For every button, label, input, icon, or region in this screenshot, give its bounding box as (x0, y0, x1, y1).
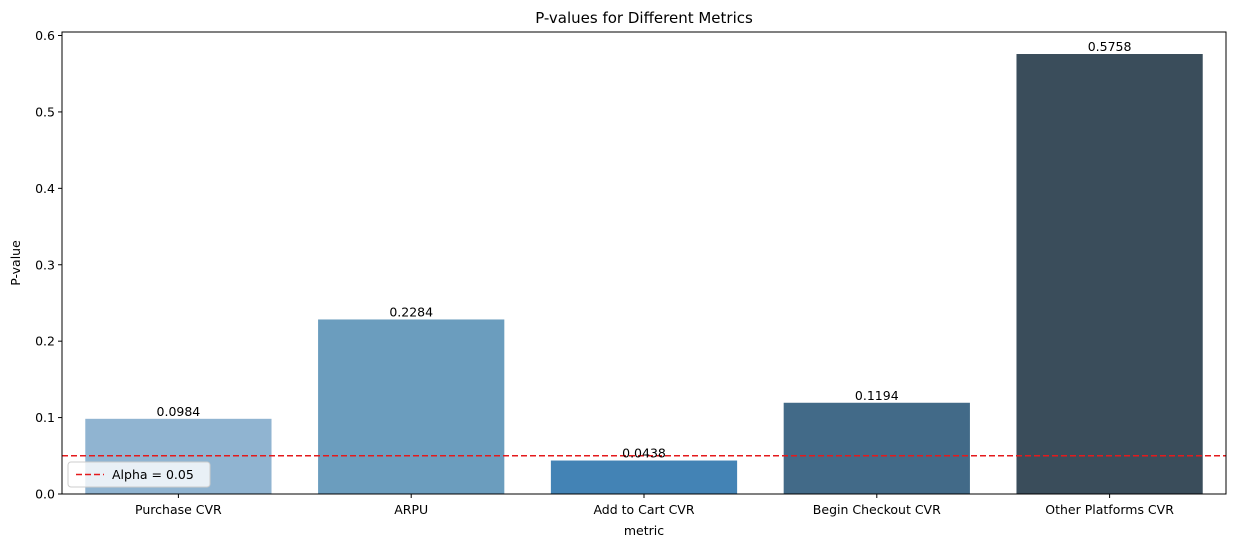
x-tick-label-3: Begin Checkout CVR (813, 502, 941, 517)
chart-title: P-values for Different Metrics (535, 9, 753, 27)
bar-4 (1016, 54, 1203, 495)
x-tick-label-1: ARPU (394, 502, 428, 517)
legend-box (67, 461, 211, 488)
legend: Alpha = 0.05 (67, 461, 211, 488)
bar-value-label-4: 0.5758 (1088, 39, 1132, 54)
bars-layer (85, 54, 1203, 495)
y-ticks: 0.0 0.1 0.2 0.3 0.4 0.5 0.6 (35, 28, 62, 502)
y-tick-label-5: 0.5 (35, 104, 55, 119)
x-ticks: Purchase CVR ARPU Add to Cart CVR Begin Che… (135, 494, 1174, 517)
legend-entry-alpha: Alpha = 0.05 (112, 467, 194, 482)
y-tick-label-2: 0.2 (35, 334, 55, 349)
bar-1 (318, 319, 505, 494)
x-axis-label: metric (624, 523, 664, 538)
bar-3 (783, 402, 970, 494)
bar-data-labels: 0.0984 0.2284 0.0438 0.1194 0.5758 (157, 39, 1132, 461)
bar-value-label-0: 0.0984 (157, 404, 201, 419)
y-tick-label-4: 0.4 (35, 181, 55, 196)
bar-value-label-2: 0.0438 (622, 446, 666, 461)
y-tick-label-3: 0.3 (35, 257, 55, 272)
bar-value-label-1: 0.2284 (389, 304, 433, 319)
y-tick-label-0: 0.0 (35, 487, 55, 502)
x-tick-label-4: Other Platforms CVR (1045, 502, 1174, 517)
x-tick-label-2: Add to Cart CVR (593, 502, 694, 517)
y-tick-label-1: 0.1 (35, 410, 55, 425)
x-tick-label-0: Purchase CVR (135, 502, 222, 517)
y-tick-label-6: 0.6 (35, 28, 55, 43)
bar-value-label-3: 0.1194 (855, 388, 899, 403)
y-axis-label: P-value (8, 240, 23, 286)
bar-2 (550, 460, 738, 494)
